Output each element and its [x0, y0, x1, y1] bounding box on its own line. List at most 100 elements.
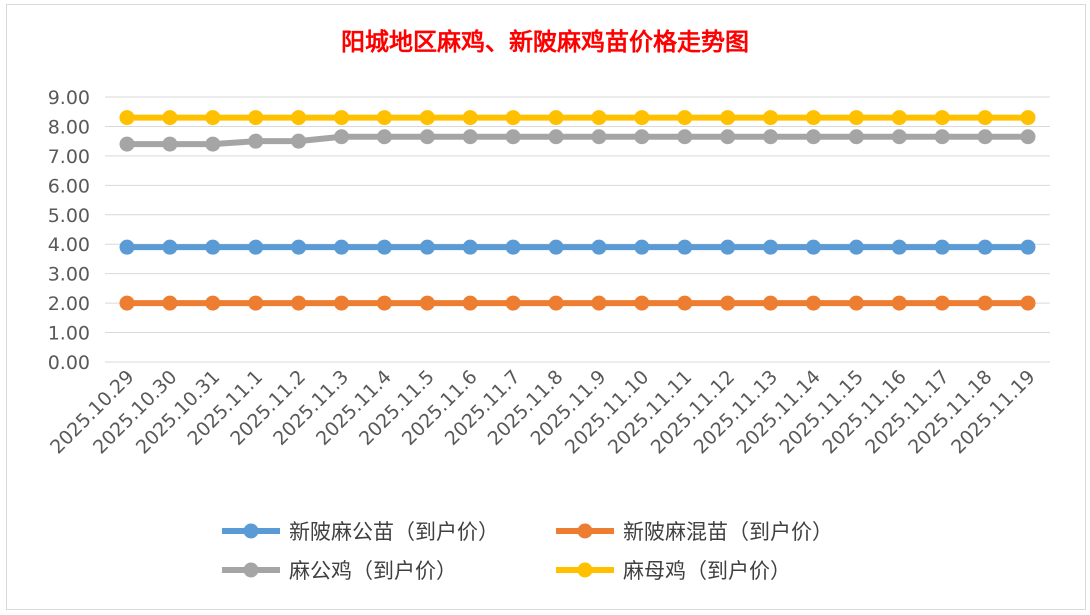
legend-label: 麻公鸡（到户价） — [289, 559, 457, 583]
data-point — [548, 129, 564, 145]
data-point — [977, 295, 993, 311]
legend-label: 新陂麻混苗（到户价） — [623, 520, 833, 544]
data-point — [505, 110, 521, 126]
data-point — [462, 110, 478, 126]
gridlines — [105, 96, 1050, 363]
series-2 — [119, 295, 1036, 311]
data-point — [634, 295, 650, 311]
data-point — [677, 295, 693, 311]
data-point — [934, 110, 950, 126]
y-tick-label: 0.00 — [48, 352, 90, 374]
legend-item-1: 新陂麻公苗（到户价） — [222, 520, 499, 544]
data-point — [162, 136, 178, 152]
data-point — [934, 295, 950, 311]
data-point — [248, 239, 264, 255]
data-point — [677, 239, 693, 255]
data-point — [376, 110, 392, 126]
data-point — [934, 239, 950, 255]
data-point — [119, 239, 135, 255]
data-point — [848, 129, 864, 145]
series-group — [119, 110, 1036, 311]
data-point — [591, 129, 607, 145]
data-point — [548, 239, 564, 255]
data-point — [891, 110, 907, 126]
y-tick-label: 9.00 — [48, 87, 90, 109]
data-point — [891, 295, 907, 311]
y-tick-label: 5.00 — [48, 205, 90, 227]
series-1 — [119, 239, 1036, 255]
chart-area — [6, 4, 1086, 610]
legend-swatch-marker — [577, 562, 593, 578]
data-point — [891, 239, 907, 255]
data-point — [419, 239, 435, 255]
data-point — [205, 295, 221, 311]
legend-item-4: 麻母鸡（到户价） — [556, 559, 791, 583]
data-point — [248, 133, 264, 149]
data-point — [934, 129, 950, 145]
chart-title: 阳城地区麻鸡、新陂麻鸡苗价格走势图 — [341, 27, 749, 56]
data-point — [720, 110, 736, 126]
data-point — [591, 239, 607, 255]
data-point — [162, 295, 178, 311]
legend-swatch-marker — [243, 523, 259, 539]
data-point — [334, 110, 350, 126]
data-point — [634, 129, 650, 145]
data-point — [376, 129, 392, 145]
data-point — [720, 129, 736, 145]
data-point — [291, 133, 307, 149]
data-point — [205, 239, 221, 255]
series-line — [127, 133, 1028, 148]
data-point — [376, 295, 392, 311]
data-point — [1020, 239, 1036, 255]
data-point — [162, 239, 178, 255]
data-point — [1020, 295, 1036, 311]
legend-item-3: 麻公鸡（到户价） — [222, 559, 457, 583]
data-point — [763, 239, 779, 255]
data-point — [419, 129, 435, 145]
data-point — [419, 110, 435, 126]
data-point — [334, 295, 350, 311]
y-tick-label: 2.00 — [48, 293, 90, 315]
data-point — [505, 239, 521, 255]
data-point — [634, 239, 650, 255]
data-point — [1020, 110, 1036, 126]
data-point — [162, 110, 178, 126]
y-tick-label: 4.00 — [48, 234, 90, 256]
data-point — [805, 239, 821, 255]
data-point — [720, 239, 736, 255]
legend-swatch-marker — [243, 562, 259, 578]
data-point — [634, 110, 650, 126]
data-point — [805, 295, 821, 311]
data-point — [763, 295, 779, 311]
data-point — [677, 110, 693, 126]
data-point — [848, 239, 864, 255]
y-axis-ticks: 0.00 1.00 2.00 3.00 4.00 5.00 6.00 7.00 8.00 9.00 — [48, 87, 90, 374]
data-point — [848, 295, 864, 311]
data-point — [334, 239, 350, 255]
data-point — [763, 129, 779, 145]
data-point — [205, 110, 221, 126]
data-point — [462, 295, 478, 311]
legend-item-2: 新陂麻混苗（到户价） — [556, 520, 833, 544]
data-point — [805, 129, 821, 145]
data-point — [291, 295, 307, 311]
y-tick-label: 3.00 — [48, 264, 90, 286]
data-point — [376, 239, 392, 255]
data-point — [462, 129, 478, 145]
data-point — [505, 129, 521, 145]
legend-label: 新陂麻公苗（到户价） — [289, 520, 499, 544]
data-point — [548, 295, 564, 311]
data-point — [1020, 129, 1036, 145]
data-point — [119, 295, 135, 311]
series-3 — [119, 129, 1036, 152]
series-4 — [119, 110, 1036, 126]
data-point — [291, 239, 307, 255]
y-tick-label: 6.00 — [48, 175, 90, 197]
data-point — [548, 110, 564, 126]
data-point — [720, 295, 736, 311]
data-point — [462, 239, 478, 255]
data-point — [977, 129, 993, 145]
data-point — [891, 129, 907, 145]
x-axis-ticks: 2025.10.292025.10.302025.10.312025.11.12… — [46, 366, 1039, 458]
data-point — [334, 129, 350, 145]
